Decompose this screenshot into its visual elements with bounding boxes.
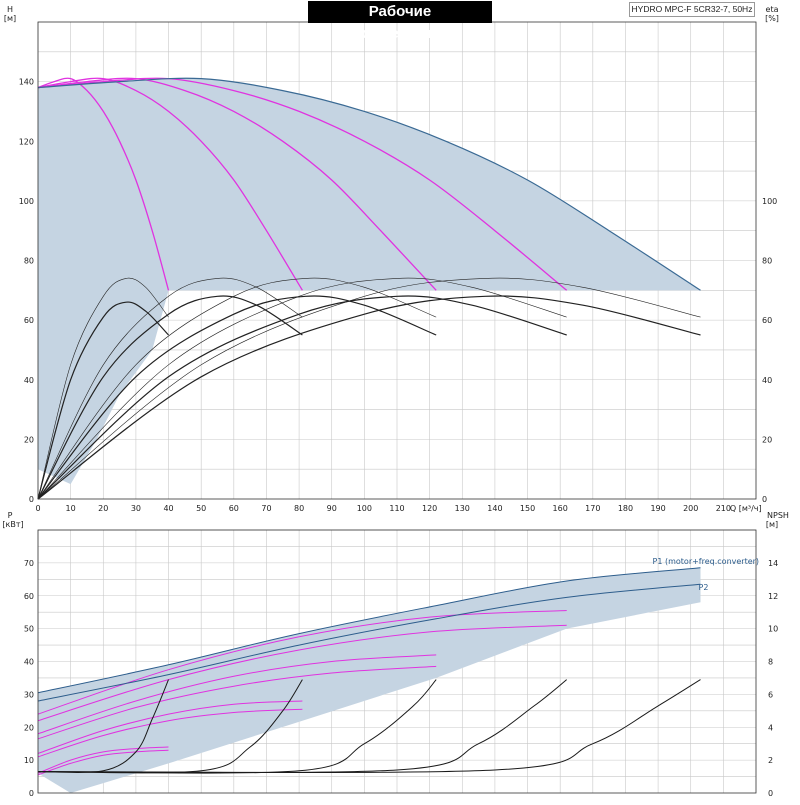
y-tick-label-npsh: 2 <box>768 756 773 765</box>
power-curve-1-pumps <box>37 746 169 774</box>
y-tick-label-eta: 100 <box>762 197 777 206</box>
p1-label: P1 (motor+freq.converter) <box>653 557 760 566</box>
head-curve-2-pumps <box>37 77 303 291</box>
y-axis-unit-npsh: [м] <box>766 520 778 529</box>
head-curve-4-pumps <box>37 77 568 291</box>
y-axis-label-eta: eta <box>766 5 779 14</box>
x-tick-label: 140 <box>487 504 502 513</box>
y-tick-label-npsh: 0 <box>768 789 773 798</box>
head-curve-5-pumps <box>37 77 701 291</box>
x-tick-label: 0 <box>35 504 40 513</box>
y-tick-label-eta: 60 <box>762 316 772 325</box>
y-tick-label-power: 0 <box>29 789 34 798</box>
y-tick-label-head: 100 <box>19 197 34 206</box>
power-curve-4-pumps <box>37 624 567 722</box>
x-axis-label: Q [м³/ч] <box>730 504 762 513</box>
power-curve-3-pumps <box>37 654 437 735</box>
p2-curve <box>37 583 701 702</box>
x-tick-label: 40 <box>163 504 173 513</box>
eta-curve-4-pumps <box>37 277 567 500</box>
p1-curve <box>37 567 701 694</box>
power-area <box>38 567 701 793</box>
y-tick-label-npsh: 4 <box>768 723 773 732</box>
eta-curve-3-pumps <box>37 277 437 500</box>
x-tick-label: 200 <box>683 504 698 513</box>
npsh-curve-5-pumps <box>37 679 701 773</box>
power-curve-2-pumps <box>37 708 303 758</box>
y-tick-label-npsh: 8 <box>768 658 773 667</box>
eta-curve-1-pumps <box>37 277 169 500</box>
y-axis-label-npsh: NPSH <box>767 511 789 520</box>
head-curve-1-pumps <box>37 77 170 291</box>
y-tick-label-head: 60 <box>24 316 34 325</box>
power-curve-3-pumps <box>37 665 437 740</box>
power-curve-1-pumps <box>37 749 169 776</box>
eta-curve-5-pumps <box>37 295 701 500</box>
y-tick-label-power: 50 <box>24 625 34 634</box>
eta-curve-4-pumps <box>37 295 567 500</box>
head-curve-3-pumps <box>37 77 437 291</box>
eta-curve-1-pumps <box>37 301 169 500</box>
y-tick-label-eta: 0 <box>762 495 767 504</box>
x-tick-label: 10 <box>66 504 76 513</box>
npsh-curve-3-pumps <box>37 679 437 774</box>
y-axis-label-head: H <box>7 5 13 14</box>
y-tick-label-eta: 80 <box>762 257 772 266</box>
x-tick-label: 60 <box>229 504 239 513</box>
x-tick-label: 150 <box>520 504 535 513</box>
power-plot-frame <box>37 529 757 794</box>
y-tick-label-power: 20 <box>24 723 34 732</box>
y-tick-label-power: 60 <box>24 592 34 601</box>
y-tick-label-eta: 20 <box>762 435 772 444</box>
eta-curve-3-pumps <box>37 295 437 500</box>
y-tick-label-head: 0 <box>29 495 34 504</box>
x-tick-label: 100 <box>357 504 372 513</box>
power-curve-2-pumps <box>37 700 303 754</box>
p2-label: P2 <box>699 583 709 592</box>
x-tick-label: 120 <box>422 504 437 513</box>
x-tick-label: 210 <box>716 504 731 513</box>
y-tick-label-head: 20 <box>24 435 34 444</box>
x-tick-label: 20 <box>98 504 108 513</box>
y-tick-label-npsh: 12 <box>768 592 778 601</box>
y-tick-label-eta: 40 <box>762 376 772 385</box>
y-axis-label-power: P <box>8 511 13 520</box>
x-tick-label: 70 <box>261 504 271 513</box>
x-tick-label: 130 <box>455 504 470 513</box>
operating-area <box>38 78 701 485</box>
x-tick-label: 180 <box>618 504 633 513</box>
chart-title: Рабочие характеристики <box>308 1 492 42</box>
x-tick-label: 50 <box>196 504 206 513</box>
y-tick-label-power: 10 <box>24 756 34 765</box>
x-tick-label: 160 <box>553 504 568 513</box>
x-tick-label: 80 <box>294 504 304 513</box>
y-tick-label-power: 30 <box>24 690 34 699</box>
y-axis-unit-power: [кВт] <box>2 520 23 529</box>
x-tick-label: 90 <box>327 504 337 513</box>
eta-curve-2-pumps <box>37 277 303 500</box>
y-tick-label-npsh: 6 <box>768 690 773 699</box>
y-tick-label-head: 80 <box>24 257 34 266</box>
y-tick-label-power: 40 <box>24 658 34 667</box>
y-tick-label-npsh: 14 <box>768 559 778 568</box>
y-tick-label-head: 40 <box>24 376 34 385</box>
x-tick-label: 170 <box>585 504 600 513</box>
y-tick-label-head: 140 <box>19 78 34 87</box>
eta-curve-5-pumps <box>37 277 701 500</box>
x-tick-label: 110 <box>389 504 404 513</box>
y-tick-label-power: 70 <box>24 559 34 568</box>
y-axis-unit-eta: [%] <box>765 14 779 23</box>
y-tick-label-npsh: 10 <box>768 625 778 634</box>
y-axis-unit-head: [м] <box>4 14 16 23</box>
x-tick-label: 190 <box>650 504 665 513</box>
y-tick-label-head: 120 <box>19 137 34 146</box>
x-tick-label: 30 <box>131 504 141 513</box>
model-label: HYDRO MPC-F 5CR32-7, 50Hz <box>629 2 755 17</box>
